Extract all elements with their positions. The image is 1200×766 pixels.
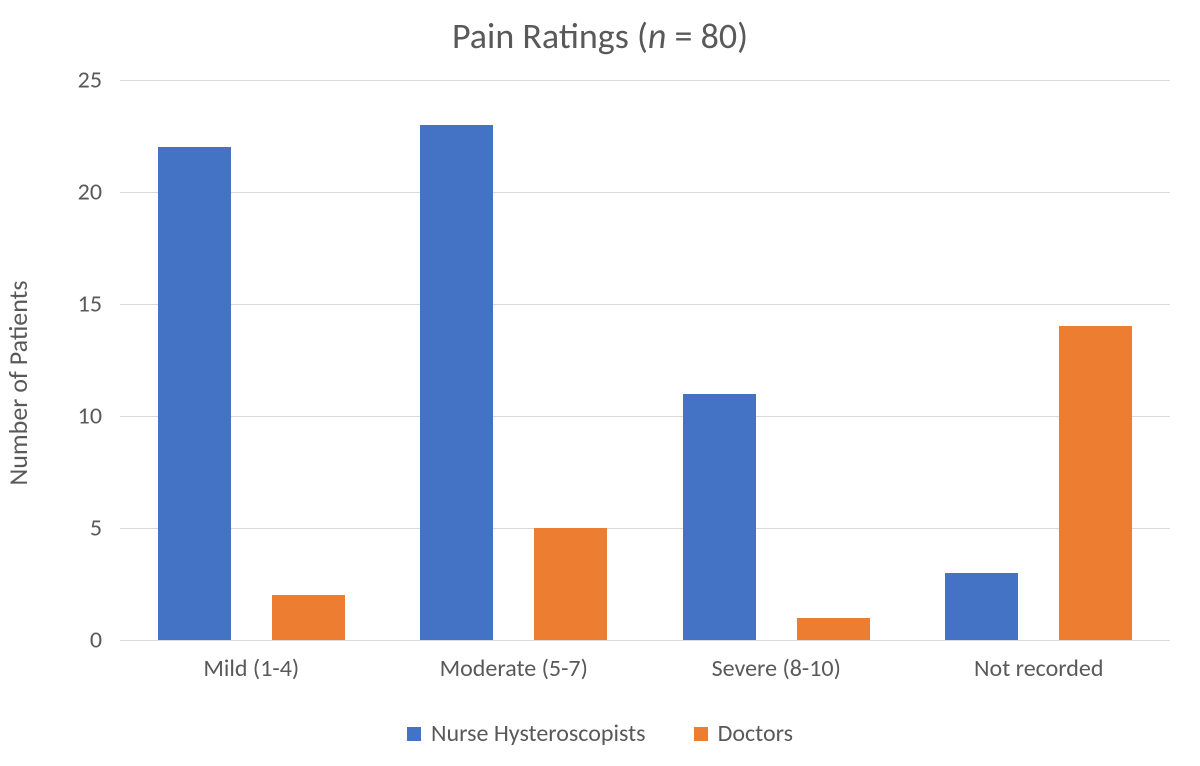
gridline xyxy=(120,80,1170,81)
legend-label: Nurse Hysteroscopists xyxy=(431,719,646,748)
y-tick-label: 15 xyxy=(78,290,120,319)
bar xyxy=(1059,326,1132,640)
y-tick-label: 10 xyxy=(78,402,120,431)
bar xyxy=(797,618,870,640)
legend-swatch xyxy=(694,727,708,741)
chart-container: Pain Ratings (n = 80) Number of Patients… xyxy=(0,0,1200,766)
bar xyxy=(158,147,231,640)
legend-item: Doctors xyxy=(694,719,793,748)
bar xyxy=(272,595,345,640)
gridline xyxy=(120,528,1170,529)
title-suffix: = 80) xyxy=(666,14,748,58)
gridline xyxy=(120,416,1170,417)
title-prefix: Pain Ratings ( xyxy=(452,14,648,58)
title-n: n xyxy=(648,14,667,58)
plot-area: 0510152025Mild (1-4)Moderate (5-7)Severe… xyxy=(120,80,1170,640)
bar xyxy=(945,573,1018,640)
y-axis-label: Number of Patients xyxy=(2,280,34,485)
category-label: Not recorded xyxy=(974,640,1103,683)
y-tick-label: 25 xyxy=(78,66,120,95)
bar xyxy=(683,394,756,640)
legend-label: Doctors xyxy=(718,719,793,748)
legend-item: Nurse Hysteroscopists xyxy=(407,719,646,748)
gridline xyxy=(120,192,1170,193)
chart-title: Pain Ratings (n = 80) xyxy=(0,14,1200,58)
legend: Nurse Hysteroscopists Doctors xyxy=(0,719,1200,748)
gridline xyxy=(120,304,1170,305)
legend-swatch xyxy=(407,727,421,741)
y-tick-label: 0 xyxy=(90,626,120,655)
bar xyxy=(420,125,493,640)
y-tick-label: 20 xyxy=(78,178,120,207)
category-label: Mild (1-4) xyxy=(203,640,299,683)
category-label: Moderate (5-7) xyxy=(440,640,588,683)
category-label: Severe (8-10) xyxy=(712,640,841,683)
y-tick-label: 5 xyxy=(90,514,120,543)
bar xyxy=(534,528,607,640)
